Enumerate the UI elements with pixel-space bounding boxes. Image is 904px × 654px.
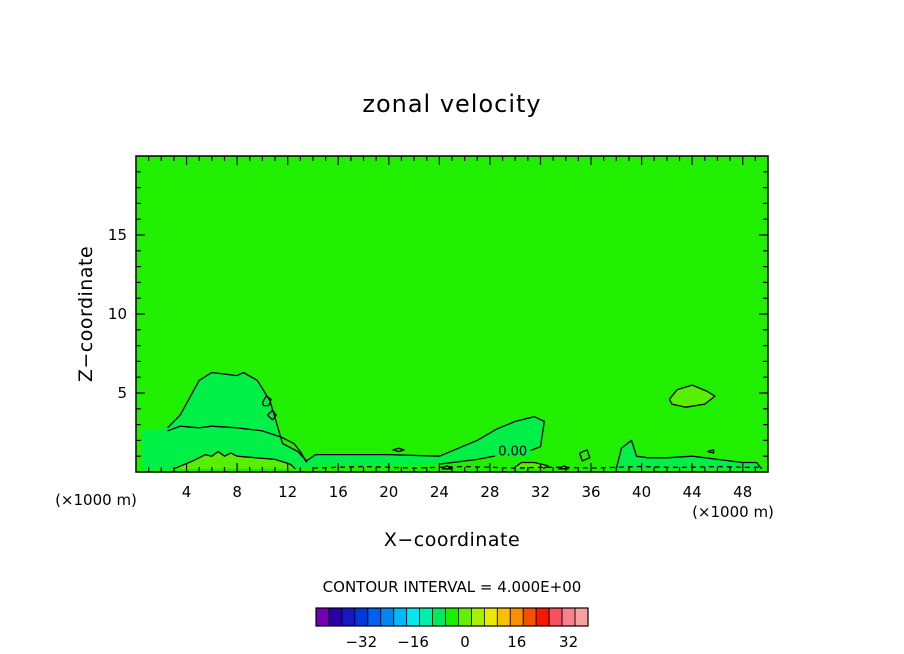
x-tick-label: 36 xyxy=(581,483,600,501)
colorbar-bin xyxy=(406,607,421,627)
x-tick-label: 8 xyxy=(232,483,242,501)
positive-contour-surface-mid xyxy=(512,461,549,470)
positive-cell-right xyxy=(669,385,715,408)
x-tick-label: 40 xyxy=(632,483,651,501)
zero-contour-small-2 xyxy=(261,395,272,407)
x-tick-label: 48 xyxy=(733,483,752,501)
colorbar-bin xyxy=(354,607,369,627)
contour-label-background xyxy=(494,440,531,457)
colorbar-bin xyxy=(432,607,446,627)
chart-title: zonal velocity xyxy=(362,90,541,118)
x-tick-label: 24 xyxy=(430,483,449,501)
positive-contour-right xyxy=(668,384,716,408)
zero-contour-inner-left xyxy=(167,425,308,463)
x-axis-label: X−coordinate xyxy=(384,529,520,551)
x-tick-label: 20 xyxy=(379,483,398,501)
plot-area: 0.00 xyxy=(135,155,769,473)
zero-contour-small-5 xyxy=(707,449,715,454)
colorbar-bin xyxy=(315,607,330,627)
x-tick-label: 4 xyxy=(182,483,192,501)
colorbar xyxy=(315,607,589,627)
zero-contour-small-1 xyxy=(579,449,591,462)
x-tick-label: 16 xyxy=(329,483,348,501)
colorbar-tick-label: −32 xyxy=(345,633,377,651)
positive-contour-surface-left xyxy=(173,450,296,470)
colorbar-tick-labels: −32 −16 0 16 32 xyxy=(345,633,578,651)
colorbar-bin xyxy=(548,607,563,627)
x-unit-right: (×1000 m) xyxy=(692,503,774,521)
colorbar-bin xyxy=(380,607,395,627)
y-tick-label: 10 xyxy=(108,305,127,323)
colorbar-bin xyxy=(496,607,511,627)
colorbar-bin xyxy=(471,607,485,627)
colorbar-frame xyxy=(315,607,589,627)
y-tick-label: 5 xyxy=(117,384,127,402)
colorbar-tick-label: 0 xyxy=(460,633,470,651)
contour-label: 0.00 xyxy=(498,444,527,459)
x-tick-label: 44 xyxy=(683,483,702,501)
colorbar-bin xyxy=(328,607,343,627)
x-unit-left: (×1000 m) xyxy=(55,491,137,509)
x-tick-label: 28 xyxy=(480,483,499,501)
zero-contour-small-4 xyxy=(392,447,405,453)
y-axis-label: Z−coordinate xyxy=(75,246,97,382)
x-axis-ticks: 4 8 12 16 20 24 28 32 36 40 44 48 xyxy=(148,156,756,501)
colorbar-bin xyxy=(367,607,382,627)
colorbar-bin xyxy=(522,607,537,627)
upper-left-core xyxy=(181,378,265,423)
colorbar-bin xyxy=(419,607,433,627)
colorbar-bin xyxy=(509,607,524,627)
colorbar-bin xyxy=(458,607,472,627)
colorbar-bin xyxy=(535,607,550,627)
colorbar-bin xyxy=(393,607,408,627)
colorbar-bin xyxy=(341,607,356,627)
contour-interval-text: CONTOUR INTERVAL = 4.000E+00 xyxy=(323,578,582,596)
y-tick-label: 15 xyxy=(108,226,127,244)
colorbar-tick-label: −16 xyxy=(397,633,429,651)
near-zero-right-lobe xyxy=(616,440,762,469)
colorbar-tick-label: 16 xyxy=(507,633,526,651)
colorbar-bin xyxy=(574,607,589,627)
zero-contour-small-3 xyxy=(267,409,277,421)
zero-contour-right xyxy=(615,439,763,470)
colorbar-bin xyxy=(445,607,459,627)
colorbar-bin xyxy=(483,607,498,627)
x-tick-label: 12 xyxy=(278,483,297,501)
colorbar-tick-label: 32 xyxy=(559,633,578,651)
x-tick-label: 32 xyxy=(531,483,550,501)
colorbar-bin xyxy=(561,607,576,627)
zero-contour-main xyxy=(167,371,545,465)
y-axis-ticks: 5 10 15 xyxy=(108,171,768,457)
